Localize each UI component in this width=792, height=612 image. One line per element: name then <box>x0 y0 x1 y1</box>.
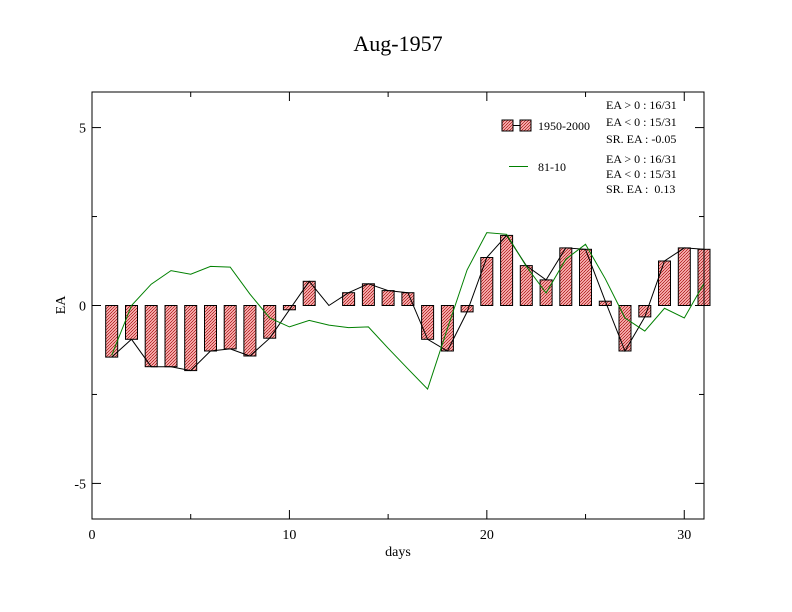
bar-day-29 <box>658 260 671 306</box>
bar-day-4 <box>164 305 178 368</box>
x-axis-label: days <box>385 545 411 560</box>
x-tick-label-20: 20 <box>480 528 494 543</box>
bar-day-8 <box>243 305 257 357</box>
legend-label-1950-2000: 1950-2000 <box>538 119 590 133</box>
stats-2-sr: SR. EA : 0.13 <box>606 182 675 196</box>
bar-day-9 <box>263 305 277 339</box>
stats-1-positive: EA > 0 : 16/31 <box>606 98 677 112</box>
bar-day-13 <box>342 292 356 307</box>
stats-1-negative: EA < 0 : 15/31 <box>606 115 677 129</box>
bar-day-15 <box>381 290 395 307</box>
bar-day-21 <box>500 234 514 306</box>
bar-day-28 <box>638 305 652 318</box>
stats-2-negative: EA < 0 : 15/31 <box>606 167 677 181</box>
bar-series-1950-2000 <box>105 234 711 372</box>
line-layer <box>111 232 705 391</box>
bar-day-1 <box>105 305 119 358</box>
bar-day-6 <box>204 305 217 352</box>
bar-day-17 <box>421 305 435 340</box>
x-tick-label-0: 0 <box>89 528 96 543</box>
legend: 1950-2000 81-10 EA > 0 : 16/31 EA < 0 : … <box>501 98 677 196</box>
y-tick-label-5: 5 <box>79 122 86 137</box>
bar-day-3 <box>144 305 158 368</box>
legend-swatch-bars-left <box>501 119 514 132</box>
bar-day-25 <box>579 248 592 307</box>
stats-2-positive: EA > 0 : 16/31 <box>606 152 677 166</box>
chart-title: Aug-1957 <box>353 31 442 56</box>
stats-1-sr: SR. EA : -0.05 <box>606 132 676 146</box>
bar-day-7 <box>223 305 237 350</box>
bar-day-14 <box>361 283 375 306</box>
legend-label-81-10: 81-10 <box>538 160 566 174</box>
bar-day-11 <box>302 280 316 306</box>
bar-day-2 <box>125 305 138 340</box>
x-tick-label-10: 10 <box>282 528 296 543</box>
y-axis-label: EA <box>54 295 69 315</box>
axes: 0 10 20 30 -5 0 5 <box>74 92 704 543</box>
bar-day-5 <box>184 305 198 372</box>
y-tick-label-0: 0 <box>79 300 86 315</box>
bar-day-30 <box>677 247 691 306</box>
line-81-10 <box>111 232 705 391</box>
y-tick-label--5: -5 <box>74 477 86 492</box>
legend-swatch-bars-right <box>519 119 532 132</box>
x-tick-label-30: 30 <box>677 528 691 543</box>
line-1950-2000 <box>111 234 705 372</box>
bar-day-20 <box>480 257 494 306</box>
